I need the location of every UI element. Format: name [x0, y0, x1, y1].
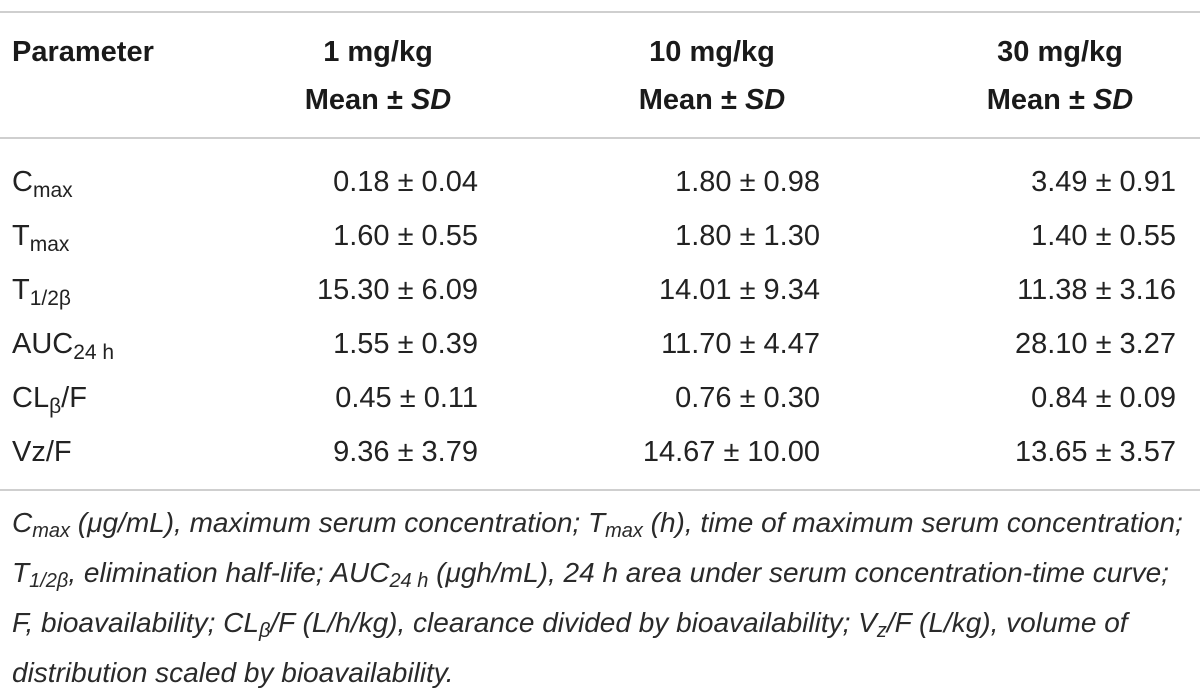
cell-value: 0.84 ± 0.09: [1031, 382, 1176, 414]
header-column-30mgkg: 30 mg/kg Mean ± SD: [930, 28, 1190, 124]
header-dose: 10 mg/kg: [649, 36, 775, 68]
header-stat: Mean ± SD: [638, 84, 786, 116]
table-row: Tmax 1.60 ± 0.55 1.80 ± 1.30 1.40 ± 0.55: [0, 204, 1200, 258]
cell-value: 3.49 ± 0.91: [1031, 166, 1176, 198]
cell-value: 1.60 ± 0.55: [333, 220, 478, 252]
row-parameter: AUC24 h: [12, 328, 115, 364]
header-column-10mgkg: 10 mg/kg Mean ± SD: [582, 28, 842, 124]
header-parameter: Parameter: [12, 36, 154, 68]
cell-value: 1.55 ± 0.39: [333, 328, 478, 360]
cell-value: 1.80 ± 1.30: [675, 220, 820, 252]
header-stat: Mean ± SD: [986, 84, 1134, 116]
table-row: AUC24 h 1.55 ± 0.39 11.70 ± 4.47 28.10 ±…: [0, 312, 1200, 366]
table-top-rule: [0, 11, 1200, 13]
cell-value: 13.65 ± 3.57: [1014, 436, 1176, 468]
header-dose: 1 mg/kg: [323, 36, 433, 68]
cell-value: 11.70 ± 4.47: [661, 328, 820, 360]
cell-value: 1.80 ± 0.98: [675, 166, 820, 198]
row-parameter: T1/2β: [12, 274, 71, 310]
header-stat: Mean ± SD: [304, 84, 452, 116]
cell-value: 0.45 ± 0.11: [335, 382, 478, 414]
table-header-rule: [0, 137, 1200, 139]
row-parameter: Vz/F: [12, 436, 72, 468]
cell-value: 0.76 ± 0.30: [675, 382, 820, 414]
header-column-1mgkg: 1 mg/kg Mean ± SD: [248, 28, 508, 124]
cell-value: 1.40 ± 0.55: [1031, 220, 1176, 252]
header-dose: 30 mg/kg: [997, 36, 1123, 68]
table-row: Cmax 0.18 ± 0.04 1.80 ± 0.98 3.49 ± 0.91: [0, 150, 1200, 204]
table-row: T1/2β 15.30 ± 6.09 14.01 ± 9.34 11.38 ± …: [0, 258, 1200, 312]
cell-value: 9.36 ± 3.79: [333, 436, 478, 468]
table-bottom-rule: [0, 489, 1200, 491]
cell-value: 0.18 ± 0.04: [333, 166, 478, 198]
table-row: Vz/F 9.36 ± 3.79 14.67 ± 10.00 13.65 ± 3…: [0, 420, 1200, 474]
cell-value: 15.30 ± 6.09: [316, 274, 478, 306]
cell-value: 14.67 ± 10.00: [642, 436, 820, 468]
row-parameter: CLβ/F: [12, 382, 87, 418]
row-parameter: Tmax: [12, 220, 70, 256]
cell-value: 28.10 ± 3.27: [1014, 328, 1176, 360]
table-footnote: Cmax (μg/mL), maximum serum concentratio…: [12, 507, 1183, 688]
row-parameter: Cmax: [12, 166, 73, 202]
cell-value: 11.38 ± 3.16: [1017, 274, 1176, 306]
table-row: CLβ/F 0.45 ± 0.11 0.76 ± 0.30 0.84 ± 0.0…: [0, 366, 1200, 420]
cell-value: 14.01 ± 9.34: [658, 274, 820, 306]
